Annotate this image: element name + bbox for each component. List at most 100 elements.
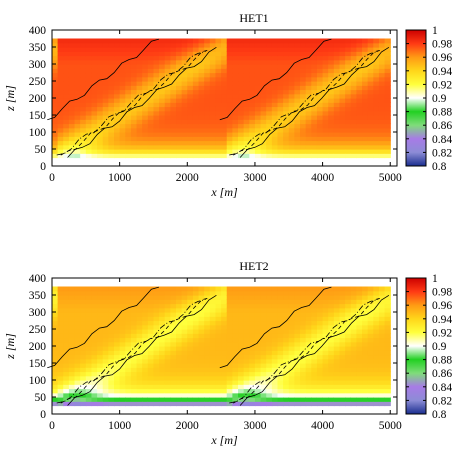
- heatmap-cell: [232, 93, 239, 99]
- heatmap-cell: [187, 401, 194, 407]
- heatmap-cell: [243, 316, 250, 322]
- heatmap-cell: [102, 380, 109, 385]
- heatmap-cell: [136, 140, 143, 146]
- heatmap-cell: [91, 68, 98, 74]
- heatmap-cell: [260, 320, 267, 326]
- heatmap-cell: [159, 81, 166, 86]
- heatmap-cell: [294, 64, 301, 69]
- heatmap-cell: [192, 397, 200, 402]
- heatmap-cell: [192, 312, 200, 317]
- heatmap-cell: [271, 350, 279, 356]
- heatmap-cell: [311, 307, 318, 313]
- heatmap-cell: [294, 397, 301, 402]
- heatmap-cell: [187, 320, 194, 326]
- chart-title: HET2: [239, 259, 268, 273]
- heatmap-cell: [350, 123, 358, 129]
- heatmap-cell: [209, 307, 217, 313]
- heatmap-cell: [378, 341, 386, 347]
- heatmap-cell: [266, 324, 273, 330]
- heatmap-cell: [63, 85, 70, 91]
- heatmap-cell: [198, 346, 205, 351]
- heatmap-cell: [378, 329, 386, 334]
- heatmap-cell: [125, 55, 132, 61]
- heatmap-cell: [322, 307, 329, 313]
- heatmap-cell: [97, 98, 104, 103]
- heatmap-cell: [119, 55, 126, 61]
- heatmap-cell: [283, 140, 290, 146]
- colorbar-tick-label: 0.88: [432, 355, 452, 367]
- heatmap-cell: [198, 98, 205, 103]
- heatmap-cell: [164, 371, 171, 377]
- heatmap-cell: [91, 136, 98, 142]
- heatmap-cell: [130, 98, 138, 103]
- heatmap-cell: [108, 380, 115, 385]
- heatmap-cell: [322, 119, 329, 125]
- heatmap-cell: [328, 290, 335, 296]
- heatmap-cell: [198, 123, 205, 129]
- heatmap-cell: [362, 89, 369, 95]
- heatmap-cell: [159, 401, 166, 407]
- heatmap-cell: [221, 397, 228, 402]
- heatmap-cell: [176, 358, 183, 364]
- heatmap-cell: [164, 392, 171, 398]
- heatmap-cell: [136, 286, 143, 292]
- heatmap-cell: [108, 295, 115, 300]
- heatmap-cell: [209, 375, 217, 381]
- heatmap-cell: [91, 358, 98, 364]
- heatmap-cell: [159, 350, 166, 356]
- heatmap-cell: [362, 64, 369, 69]
- heatmap-cell: [170, 93, 177, 99]
- heatmap-cell: [209, 380, 217, 385]
- heatmap-cell: [198, 132, 205, 137]
- heatmap-cell: [316, 55, 324, 61]
- heatmap-cell: [102, 51, 109, 57]
- heatmap-cell: [356, 358, 363, 364]
- heatmap-cell: [226, 320, 233, 326]
- heatmap-cell: [288, 51, 295, 57]
- heatmap-cell: [254, 89, 262, 95]
- heatmap-cell: [164, 286, 171, 292]
- x-tick-label: 0: [49, 172, 55, 184]
- x-tick-label: 3000: [243, 172, 266, 184]
- heatmap-cell: [345, 102, 352, 108]
- heatmap-cell: [108, 341, 115, 347]
- heatmap-cell: [181, 367, 188, 373]
- heatmap-cell: [74, 59, 81, 65]
- heatmap-cell: [130, 307, 138, 313]
- heatmap-cell: [249, 367, 256, 373]
- heatmap-cell: [226, 127, 233, 133]
- heatmap-cell: [147, 307, 155, 313]
- heatmap-cell: [305, 59, 312, 65]
- heatmap-cell: [373, 316, 380, 322]
- heatmap-cell: [226, 397, 233, 402]
- heatmap-cell: [85, 333, 93, 339]
- heatmap-cell: [362, 371, 369, 377]
- heatmap-cell: [300, 51, 307, 57]
- contour-line: [239, 46, 390, 158]
- heatmap-cell: [102, 119, 109, 125]
- heatmap-cell: [322, 144, 329, 150]
- heatmap-cell: [209, 136, 217, 142]
- heatmap-cell: [356, 350, 363, 356]
- heatmap-cell: [80, 140, 87, 146]
- heatmap-cell: [294, 140, 301, 146]
- heatmap-cell: [384, 363, 391, 368]
- heatmap-cell: [181, 401, 188, 407]
- x-tick-label: 5000: [379, 172, 402, 184]
- heatmap-cell: [187, 299, 194, 305]
- heatmap-cell: [350, 68, 358, 74]
- heatmap-cell: [238, 93, 245, 99]
- heatmap-cell: [254, 119, 262, 125]
- heatmap-cell: [305, 81, 312, 86]
- heatmap-cell: [249, 286, 256, 292]
- heatmap-cell: [74, 350, 81, 356]
- heatmap-cell: [294, 363, 301, 368]
- heatmap-cell: [350, 136, 358, 142]
- heatmap-cell: [130, 132, 138, 137]
- heatmap-cell: [288, 144, 295, 150]
- heatmap-cell: [102, 316, 109, 322]
- heatmap-cell: [311, 286, 318, 292]
- heatmap-cell: [114, 286, 121, 292]
- heatmap-cell: [147, 299, 155, 305]
- heatmap-cell: [57, 149, 64, 154]
